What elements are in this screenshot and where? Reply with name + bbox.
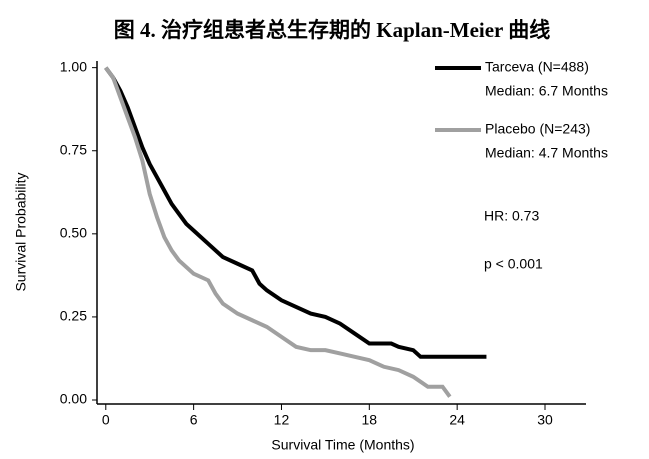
x-tick-label: 0 bbox=[102, 412, 110, 428]
x-tick-label: 24 bbox=[449, 412, 465, 428]
legend-label: Tarceva (N=488) bbox=[485, 59, 589, 75]
x-axis-label: Survival Time (Months) bbox=[271, 437, 414, 453]
legend-label: Placebo (N=243) bbox=[485, 121, 590, 137]
x-tick-label: 30 bbox=[537, 412, 553, 428]
survival-curve bbox=[104, 66, 452, 398]
y-axis-label: Survival Probability bbox=[13, 172, 29, 291]
x-tick-label: 18 bbox=[362, 412, 378, 428]
y-tick-label: 0.50 bbox=[60, 225, 87, 241]
legend-median: Median: 6.7 Months bbox=[485, 83, 608, 99]
chart-title: 图 4. 治疗组患者总生存期的 Kaplan-Meier 曲线 bbox=[114, 18, 551, 42]
y-tick-label: 0.00 bbox=[60, 391, 87, 407]
y-tick-label: 1.00 bbox=[60, 58, 87, 74]
annotation: HR: 0.73 bbox=[484, 208, 539, 224]
survival-curve bbox=[104, 66, 487, 359]
annotation: p < 0.001 bbox=[484, 256, 543, 272]
x-tick-label: 12 bbox=[274, 412, 290, 428]
y-tick-label: 0.75 bbox=[60, 141, 87, 157]
x-tick-label: 6 bbox=[190, 412, 198, 428]
y-tick-label: 0.25 bbox=[60, 308, 87, 324]
legend-median: Median: 4.7 Months bbox=[485, 145, 608, 161]
